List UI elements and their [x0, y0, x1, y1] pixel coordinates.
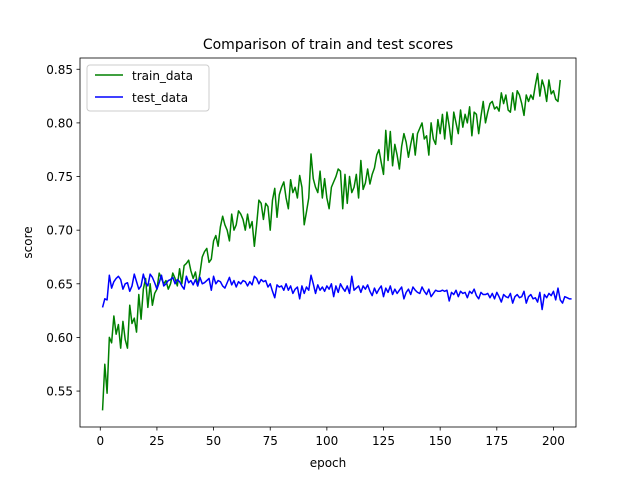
axes-frame — [79, 57, 577, 428]
x-tick-label: 200 — [542, 434, 565, 448]
x-tick-label: 175 — [485, 434, 508, 448]
plot-area — [79, 57, 577, 428]
y-tick-label: 0.65 — [46, 277, 73, 291]
y-axis-title: score — [21, 226, 35, 258]
series-line-train-data — [101, 72, 561, 411]
y-tick-label: 0.55 — [46, 385, 73, 399]
x-tick-label: 25 — [149, 434, 164, 448]
legend: train_data test_data — [86, 64, 210, 112]
legend-label-train-data: train_data — [132, 69, 193, 83]
y-tick-label: 0.80 — [46, 116, 73, 130]
y-tick-label: 0.70 — [46, 224, 73, 238]
x-tick-label: 125 — [372, 434, 395, 448]
chart-title: Comparison of train and test scores — [203, 37, 453, 53]
x-tick-label: 0 — [96, 434, 104, 448]
y-tick-label: 0.85 — [46, 63, 73, 77]
x-tick-label: 150 — [429, 434, 452, 448]
x-tick-label: 100 — [315, 434, 338, 448]
series-line-test-data — [101, 273, 572, 311]
x-axis-title: epoch — [310, 456, 347, 470]
y-tick-label: 0.75 — [46, 170, 73, 184]
legend-label-test-data: test_data — [132, 91, 188, 105]
series-lines — [101, 72, 572, 411]
x-axis: 0 25 50 75 100 125 150 175 200 — [96, 427, 565, 448]
x-tick-label: 50 — [206, 434, 221, 448]
y-tick-label: 0.60 — [46, 331, 73, 345]
y-axis: 0.55 0.60 0.65 0.70 0.75 0.80 0.85 — [46, 63, 80, 399]
x-tick-label: 75 — [263, 434, 278, 448]
legend-box — [86, 64, 210, 112]
